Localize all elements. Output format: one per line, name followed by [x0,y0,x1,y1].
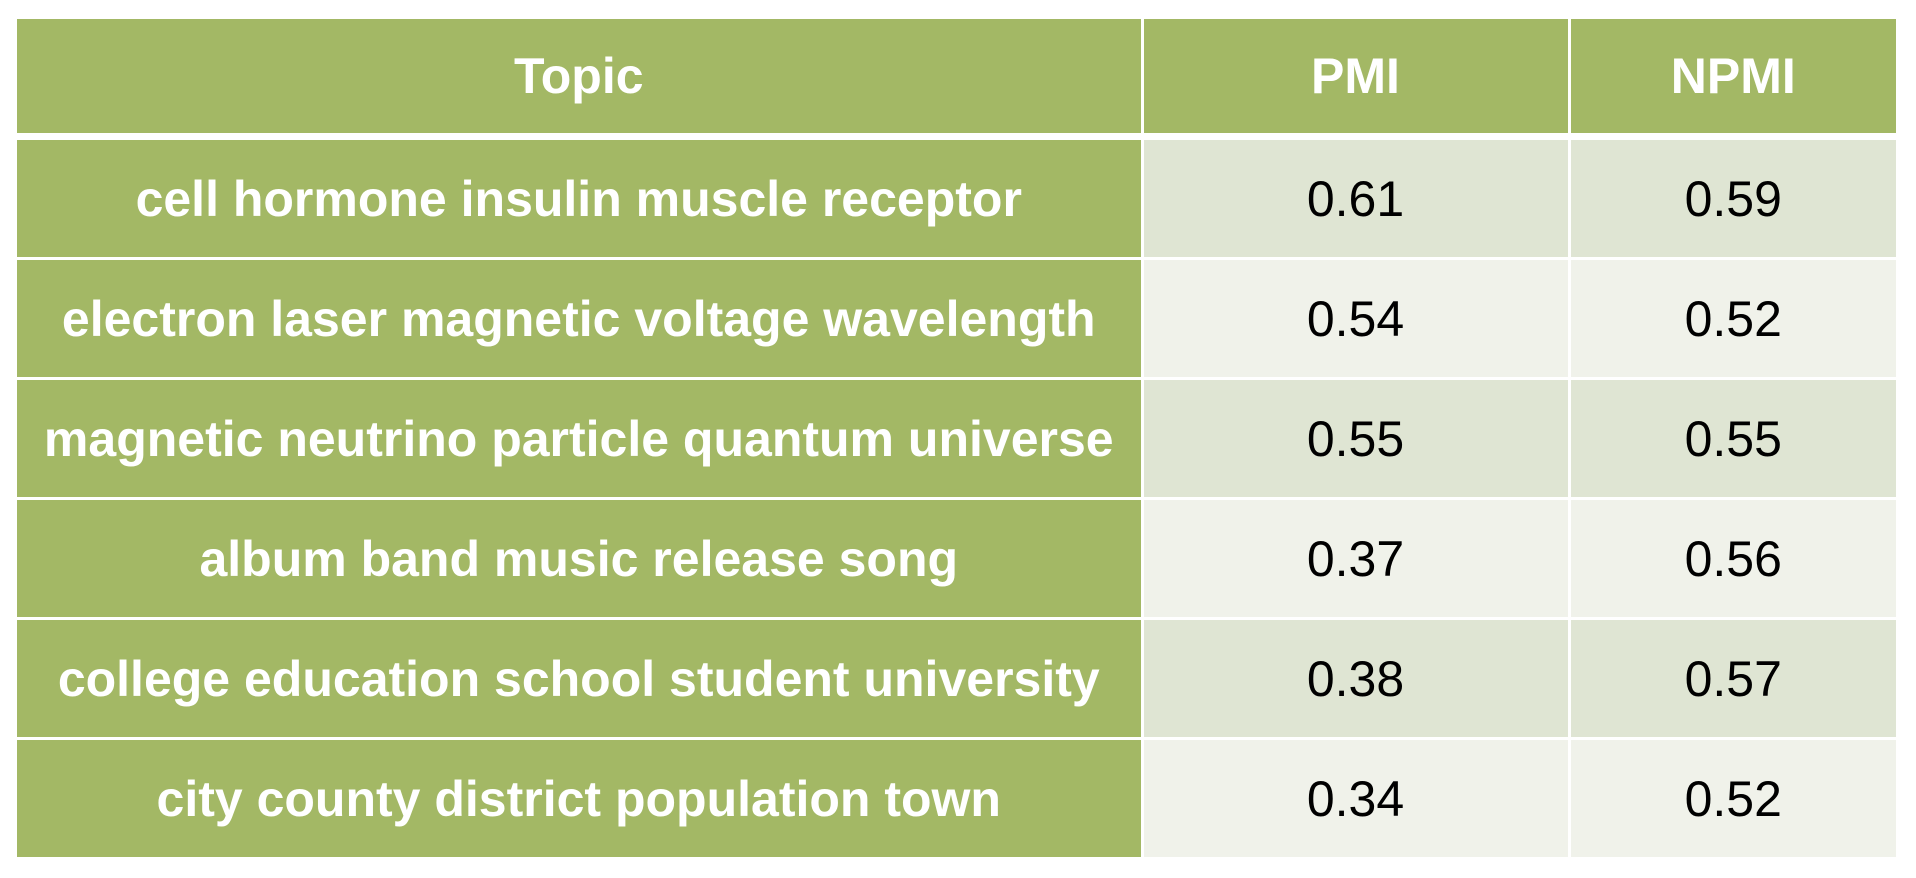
pmi-cell: 0.37 [1140,497,1571,620]
topic-cell: city county district population town [17,737,1144,857]
pmi-cell: 0.61 [1140,135,1571,260]
header-row: Topic PMI NPMI [17,19,1896,140]
npmi-cell: 0.59 [1567,135,1896,260]
topic-cell: college education school student univers… [17,617,1144,740]
npmi-cell: 0.57 [1567,617,1896,740]
table-row: electron laser magnetic voltage waveleng… [17,257,1896,380]
npmi-cell: 0.52 [1567,737,1896,857]
topic-cell: electron laser magnetic voltage waveleng… [17,257,1144,380]
topic-coherence-table-container: Topic PMI NPMI cell hormone insulin musc… [17,19,1896,857]
pmi-cell: 0.34 [1140,737,1571,857]
header-npmi: NPMI [1567,19,1896,140]
npmi-cell: 0.52 [1567,257,1896,380]
header-topic: Topic [17,19,1144,140]
topic-cell: album band music release song [17,497,1144,620]
topic-coherence-table: Topic PMI NPMI cell hormone insulin musc… [17,19,1896,857]
table-row: city county district population town 0.3… [17,737,1896,857]
table-row: magnetic neutrino particle quantum unive… [17,377,1896,500]
topic-cell: magnetic neutrino particle quantum unive… [17,377,1144,500]
pmi-cell: 0.55 [1140,377,1571,500]
header-pmi: PMI [1140,19,1571,140]
table-header: Topic PMI NPMI [17,19,1896,140]
table-body: cell hormone insulin muscle receptor 0.6… [17,135,1896,857]
topic-cell: cell hormone insulin muscle receptor [17,135,1144,260]
table-row: cell hormone insulin muscle receptor 0.6… [17,135,1896,260]
table-row: album band music release song 0.37 0.56 [17,497,1896,620]
pmi-cell: 0.38 [1140,617,1571,740]
npmi-cell: 0.55 [1567,377,1896,500]
npmi-cell: 0.56 [1567,497,1896,620]
table-row: college education school student univers… [17,617,1896,740]
pmi-cell: 0.54 [1140,257,1571,380]
